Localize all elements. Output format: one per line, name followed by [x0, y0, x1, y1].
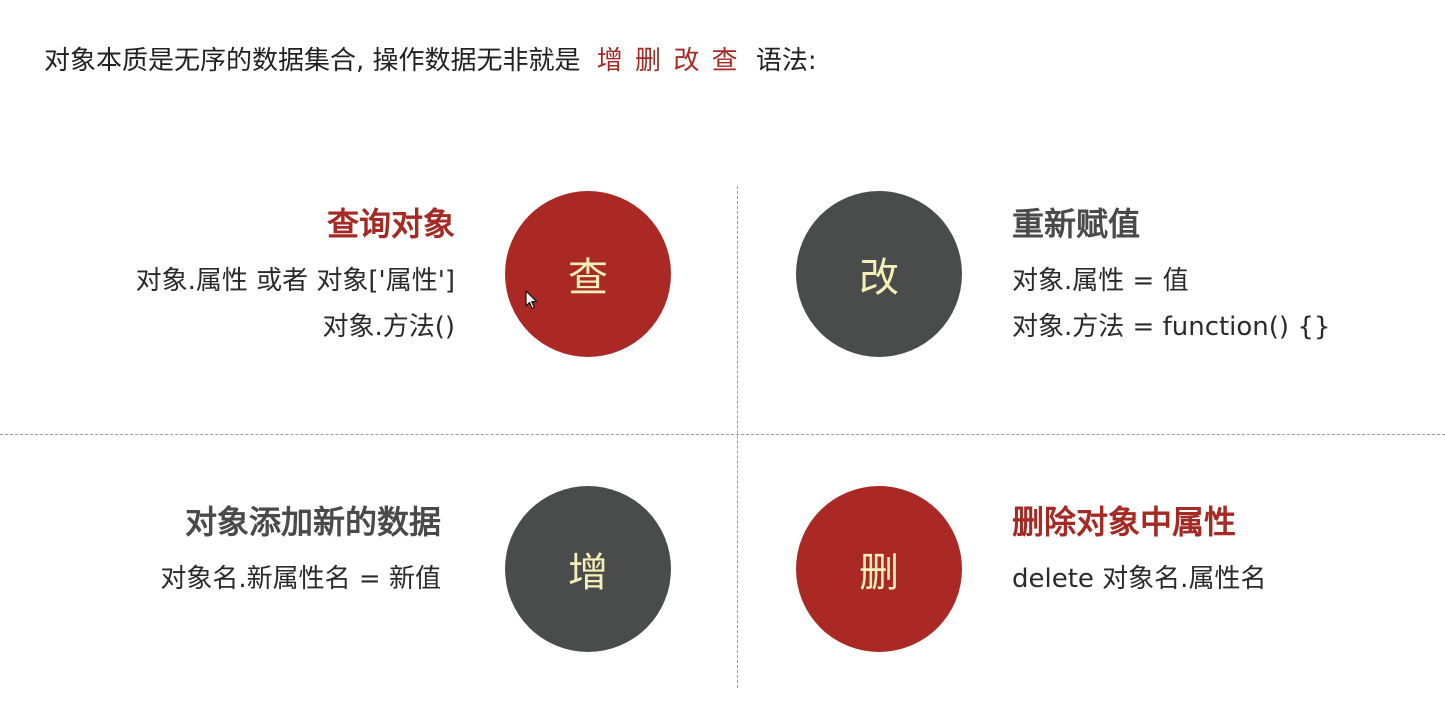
mouse-pointer-icon: [525, 290, 538, 310]
delete-circle: 删: [796, 486, 962, 652]
modify-circle: 改: [796, 191, 962, 357]
vertical-divider: [737, 186, 738, 688]
delete-title: 删除对象中属性: [1012, 503, 1237, 541]
modify-block: 重新赋值 对象.属性 = 值 对象.方法 = function() {}: [1012, 202, 1330, 350]
intro-suffix: 语法:: [755, 46, 817, 76]
query-circle-label: 查: [568, 255, 608, 301]
add-block: 对象添加新的数据 对象名.新属性名 = 新值: [160, 500, 441, 602]
add-line-1: 对象名.新属性名 = 新值: [160, 564, 441, 594]
query-title: 查询对象: [326, 205, 455, 243]
query-circle: 查: [505, 191, 671, 357]
intro-text: 对象本质是无序的数据集合, 操作数据无非就是 增 删 改 查 语法:: [44, 40, 817, 82]
add-title: 对象添加新的数据: [184, 503, 441, 541]
modify-title: 重新赋值: [1012, 205, 1141, 243]
delete-circle-label: 删: [859, 550, 899, 596]
delete-block: 删除对象中属性 delete 对象名.属性名: [1012, 500, 1266, 602]
modify-circle-label: 改: [859, 255, 899, 301]
query-line-1: 对象.属性 或者 对象['属性']: [135, 266, 455, 296]
add-circle: 增: [505, 486, 671, 652]
query-block: 查询对象 对象.属性 或者 对象['属性'] 对象.方法(): [136, 202, 455, 350]
query-line-2: 对象.方法(): [322, 312, 455, 342]
intro-highlight: 增 删 改 查: [596, 46, 740, 76]
delete-line-1: delete 对象名.属性名: [1012, 564, 1267, 594]
horizontal-divider: [0, 434, 1445, 435]
add-circle-label: 增: [568, 550, 608, 596]
modify-line-2: 对象.方法 = function() {}: [1012, 312, 1331, 342]
intro-prefix: 对象本质是无序的数据集合, 操作数据无非就是: [44, 46, 581, 76]
modify-line-1: 对象.属性 = 值: [1012, 266, 1189, 296]
